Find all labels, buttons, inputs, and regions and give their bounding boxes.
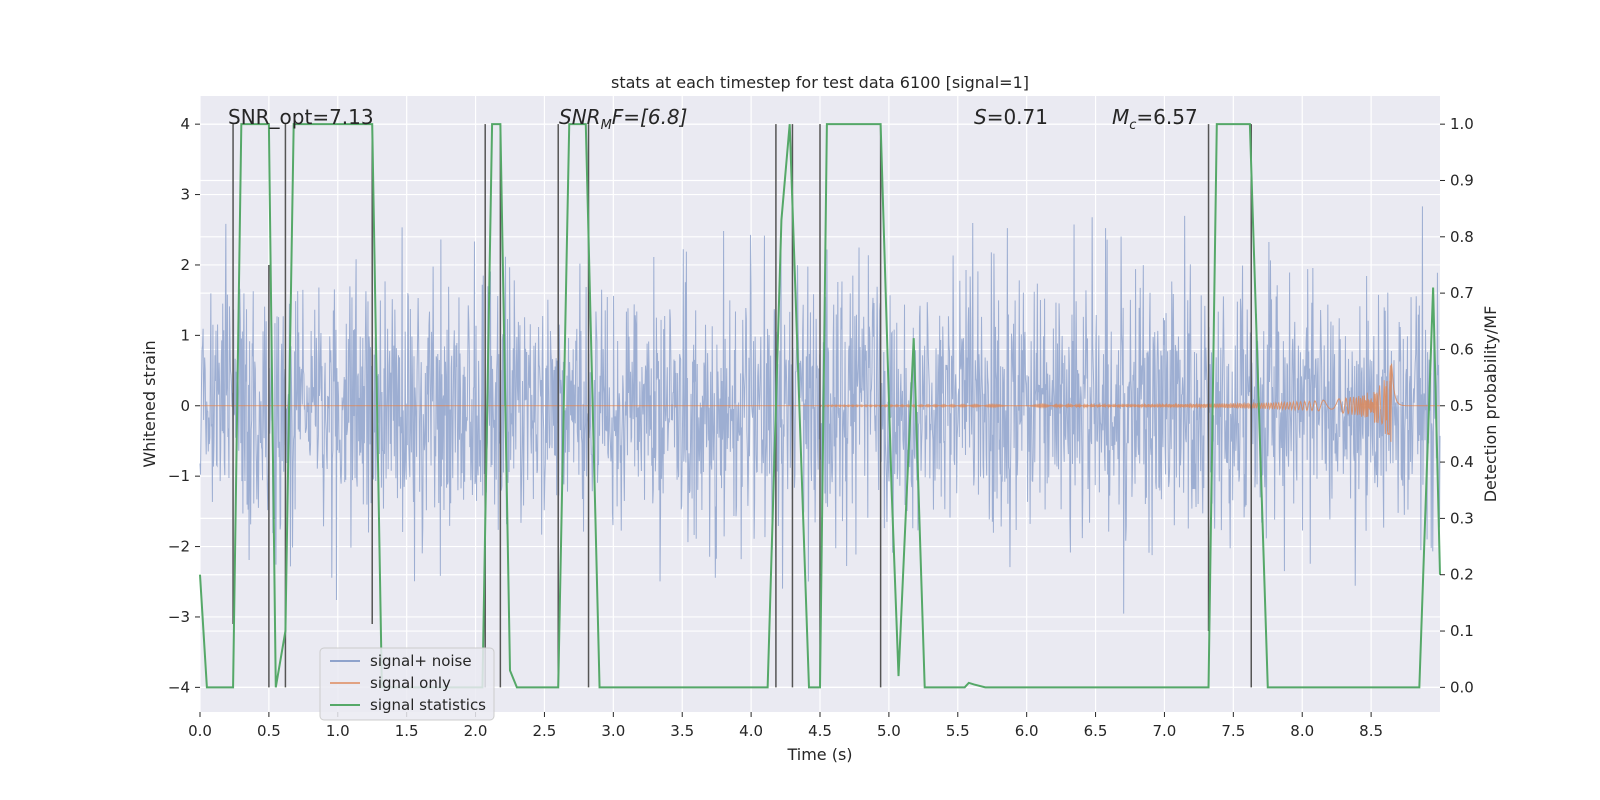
y-right-tick-label-0: 0.0: [1450, 678, 1474, 696]
x-tick-label-12: 6.0: [1015, 722, 1039, 740]
y-left-tick-label-8: 4: [180, 115, 190, 133]
x-tick-label-17: 8.5: [1359, 722, 1383, 740]
mc-value: =6.57: [1136, 105, 1197, 129]
s-symbol: S: [974, 105, 987, 129]
y-left-tick-label-2: −2: [168, 538, 190, 556]
x-tick-label-1: 0.5: [257, 722, 281, 740]
x-tick-label-13: 6.5: [1084, 722, 1108, 740]
mc-subscript: c: [1129, 118, 1136, 133]
y-left-tick-label-7: 3: [180, 186, 190, 204]
chart-title: stats at each timestep for test data 610…: [611, 73, 1029, 92]
y-right-tick-label-2: 0.2: [1450, 566, 1474, 584]
y-axis-label-left: Whitened strain: [140, 340, 159, 467]
x-tick-label-2: 1.0: [326, 722, 350, 740]
vertical-markers: [232, 124, 1252, 688]
x-tick-label-10: 5.0: [877, 722, 901, 740]
y-right-tick-label-8: 0.8: [1450, 228, 1474, 246]
x-tick-label-7: 3.5: [670, 722, 694, 740]
annotation-s: S=0.71: [974, 105, 1048, 129]
y-right-tick-label-6: 0.6: [1450, 340, 1474, 358]
y-right-tick-label-10: 1.0: [1450, 115, 1474, 133]
x-tick-label-15: 7.5: [1221, 722, 1245, 740]
annotation-snr-mf: SNRMF=[6.8]: [559, 105, 687, 133]
y-right-tick-label-5: 0.5: [1450, 397, 1474, 415]
legend-label-stats: signal statistics: [370, 696, 486, 714]
y-left-tick-label-5: 1: [180, 326, 190, 344]
s-value: =0.71: [987, 105, 1048, 129]
y-right-tick-label-4: 0.4: [1450, 453, 1474, 471]
x-tick-label-6: 3.0: [601, 722, 625, 740]
y-left-tick-label-0: −4: [168, 678, 190, 696]
annotation-mc: Mc=6.57: [1112, 105, 1198, 133]
stats-line: [199, 123, 1441, 689]
snr-mf-symbol: SNR: [559, 105, 601, 129]
legend: signal+ noise signal only signal statist…: [319, 647, 495, 721]
y-right-tick-label-3: 0.3: [1450, 509, 1474, 527]
axis-ticks: 0.0 0.5 1.0 1.5 2.0 2.5 3.0 3.5 4.0 4.5 5.0 5.5 6.0 6…: [168, 115, 1474, 740]
stats-series: [199, 123, 1441, 689]
x-axis-label: Time (s): [786, 745, 852, 764]
snr-mf-subscript: M: [601, 118, 612, 133]
y-left-tick-label-1: −3: [168, 608, 190, 626]
x-tick-label-0: 0.0: [188, 722, 212, 740]
y-right-tick-label-9: 0.9: [1450, 171, 1474, 189]
mc-symbol: M: [1112, 105, 1129, 129]
legend-label-signal: signal only: [370, 674, 451, 692]
y-left-tick-label-4: 0: [180, 397, 190, 415]
y-right-tick-label-1: 0.1: [1450, 622, 1474, 640]
x-tick-label-16: 8.0: [1290, 722, 1314, 740]
x-tick-label-3: 1.5: [395, 722, 419, 740]
x-tick-label-8: 4.0: [739, 722, 763, 740]
x-tick-label-4: 2.0: [464, 722, 488, 740]
x-tick-label-11: 5.5: [946, 722, 970, 740]
annotation-snr-opt: SNR_opt=7.13: [228, 105, 374, 129]
x-tick-label-9: 4.5: [808, 722, 832, 740]
y-right-tick-label-7: 0.7: [1450, 284, 1474, 302]
x-tick-label-5: 2.5: [533, 722, 557, 740]
y-left-tick-label-3: −1: [168, 467, 190, 485]
y-axis-label-right: Detection probability/MF: [1481, 306, 1500, 503]
legend-label-noise: signal+ noise: [370, 652, 472, 670]
y-left-tick-label-6: 2: [180, 256, 190, 274]
snr-mf-value: F=[6.8]: [612, 105, 688, 129]
x-tick-label-14: 7.0: [1153, 722, 1177, 740]
legend-box: [319, 647, 495, 721]
